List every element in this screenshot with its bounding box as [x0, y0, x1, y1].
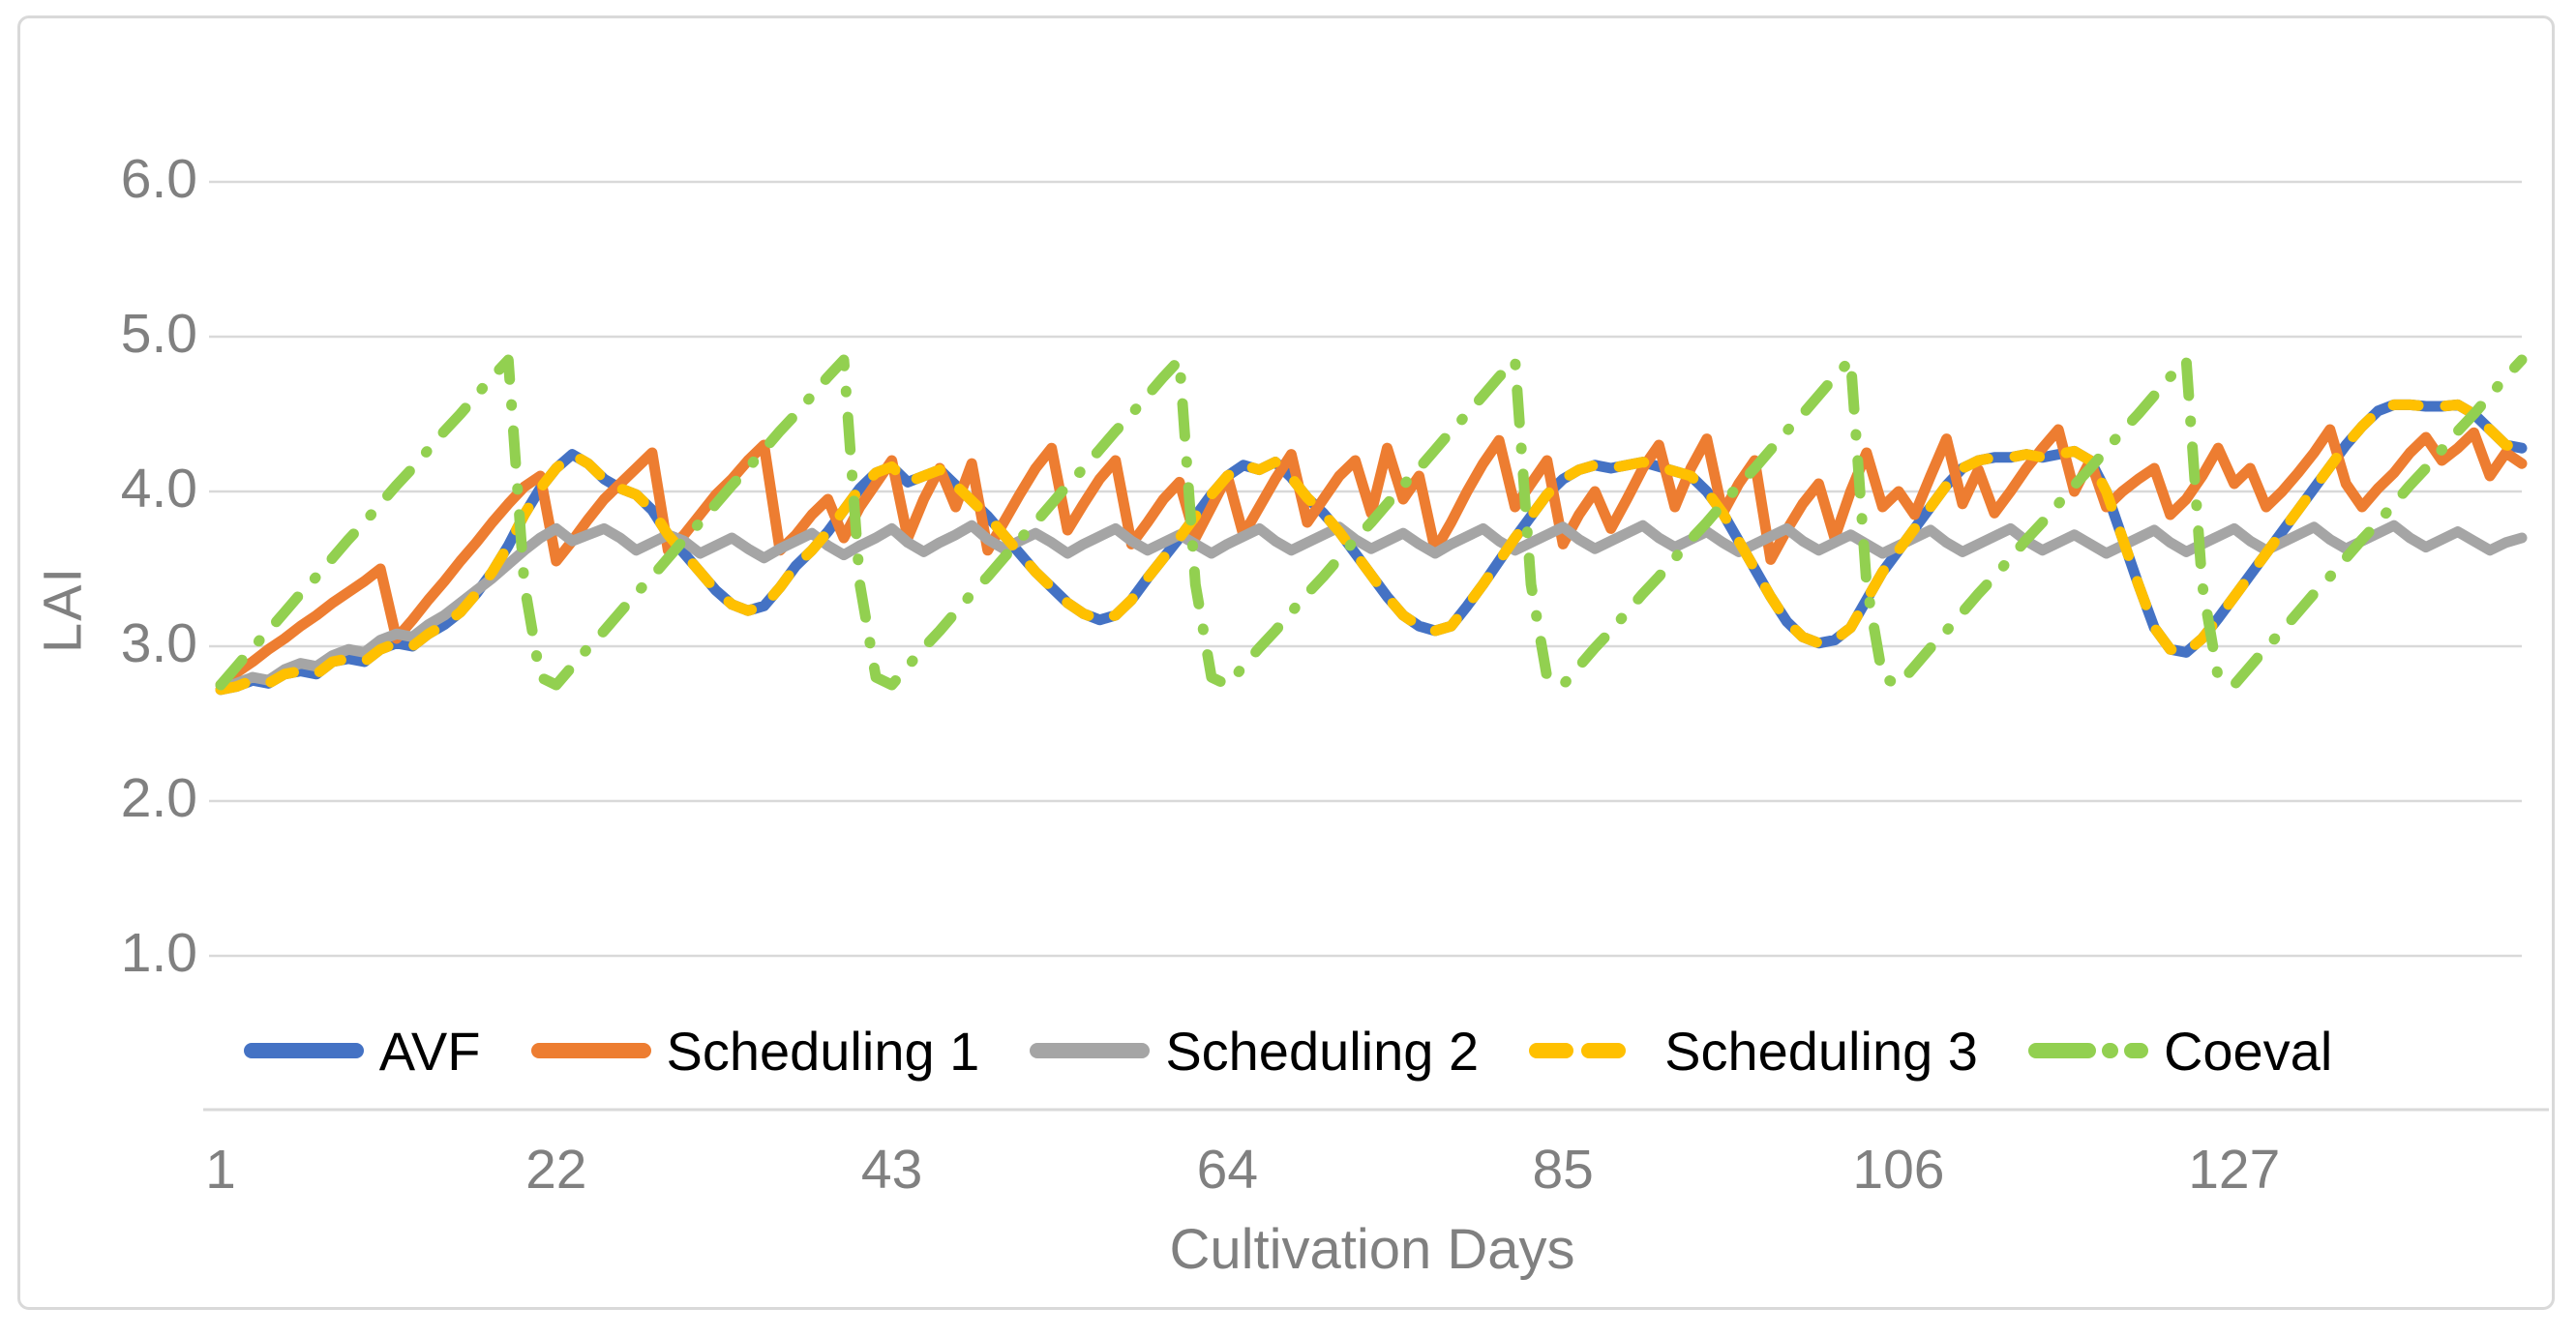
svg-text:3.0: 3.0 — [121, 612, 197, 674]
figure-frame — [17, 15, 2555, 1310]
svg-text:127: 127 — [2188, 1139, 2280, 1201]
svg-text:4.0: 4.0 — [121, 458, 197, 520]
svg-text:1.0: 1.0 — [121, 922, 197, 984]
legend-item-scheduling-1: Scheduling 1 — [530, 1020, 980, 1083]
legend-label-coeval: Coeval — [2163, 1020, 2333, 1082]
legend-label-scheduling-1: Scheduling 1 — [666, 1020, 980, 1082]
legend-swatch-scheduling-3-line — [1529, 1043, 1650, 1058]
svg-text:43: 43 — [861, 1139, 922, 1201]
legend-item-scheduling-2: Scheduling 2 — [1030, 1020, 1479, 1083]
legend-swatch-scheduling-1-line — [530, 1043, 651, 1058]
legend-label-scheduling-3: Scheduling 3 — [1664, 1020, 1978, 1082]
legend-item-scheduling-3: Scheduling 3 — [1529, 1020, 1978, 1083]
legend-item-coeval: Coeval — [2027, 1020, 2333, 1083]
svg-text:1: 1 — [205, 1139, 236, 1201]
svg-text:22: 22 — [525, 1139, 586, 1201]
legend-swatch-coeval-line — [2027, 1043, 2148, 1058]
y-axis-title: LAI — [31, 565, 93, 654]
svg-text:6.0: 6.0 — [121, 148, 197, 210]
legend-swatch-scheduling-2-line — [1030, 1043, 1151, 1058]
svg-text:64: 64 — [1197, 1139, 1258, 1201]
legend-label-avf: AVF — [378, 1020, 481, 1082]
x-axis-title: Cultivation Days — [1169, 1218, 1575, 1281]
svg-text:2.0: 2.0 — [121, 767, 197, 829]
svg-text:85: 85 — [1532, 1139, 1593, 1201]
svg-text:106: 106 — [1852, 1139, 1944, 1201]
svg-text:5.0: 5.0 — [121, 303, 197, 365]
legend: AVF Scheduling 1 Scheduling 2 Scheduling… — [0, 1016, 2576, 1085]
legend-swatch-avf-line — [243, 1043, 364, 1058]
legend-label-scheduling-2: Scheduling 2 — [1165, 1020, 1480, 1082]
legend-item-avf: AVF — [243, 1020, 481, 1083]
